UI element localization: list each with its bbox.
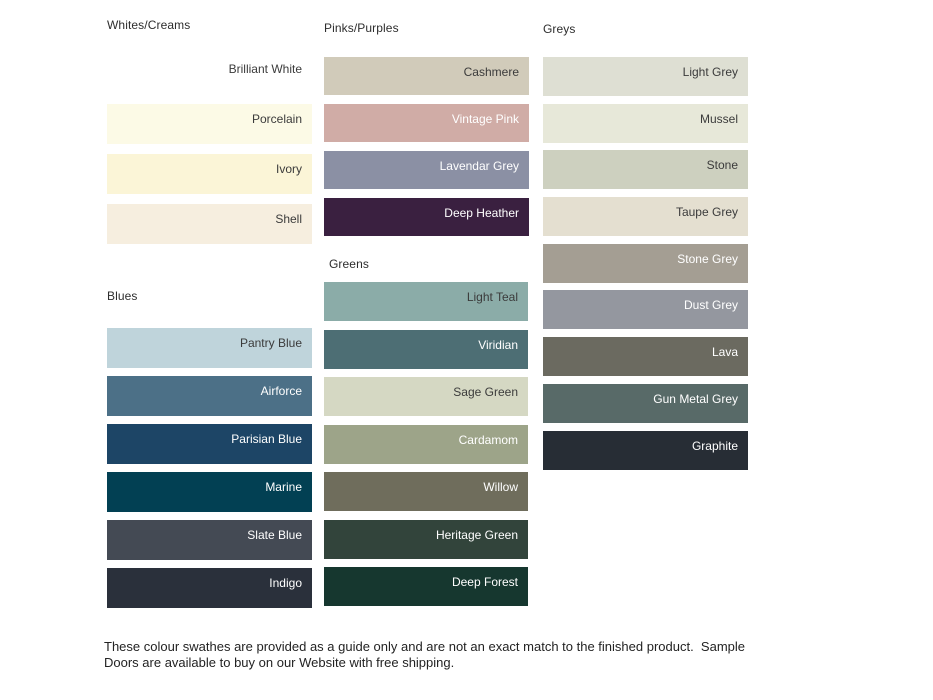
- disclaimer-line-1: These colour swathes are provided as a g…: [104, 639, 745, 654]
- swatch-group-greens: Light Teal Viridian Sage Green Cardamom Will…: [324, 282, 528, 615]
- swatch-pantry-blue: Pantry Blue: [107, 328, 312, 368]
- swatch-label: Indigo: [269, 576, 302, 590]
- group-title-blues: Blues: [107, 289, 138, 303]
- swatch-group-pinks-purples: Cashmere Vintage Pink Lavendar Grey Deep He…: [324, 57, 529, 245]
- swatch-group-whites-creams: Brilliant White Porcelain Ivory Shell: [107, 54, 312, 254]
- swatch-label: Deep Forest: [451, 575, 518, 589]
- swatch-label: Porcelain: [251, 112, 302, 126]
- swatch-slate-blue: Slate Blue: [107, 520, 312, 560]
- swatch-parisian-blue: Parisian Blue: [107, 424, 312, 464]
- swatch-label: Stone: [706, 158, 738, 173]
- swatch-label: Cardamom: [458, 432, 518, 447]
- swatch-taupe-grey: Taupe Grey: [543, 197, 748, 237]
- swatch-label: Vintage Pink: [451, 112, 519, 126]
- swatch-label: Taupe Grey: [675, 205, 738, 220]
- swatch-willow: Willow: [324, 472, 528, 511]
- swatch-deep-forest: Deep Forest: [324, 567, 528, 606]
- swatch-label: Pantry Blue: [239, 336, 302, 350]
- swatch-label: Deep Heather: [444, 206, 519, 220]
- swatch-vintage-pink: Vintage Pink: [324, 104, 529, 142]
- swatch-marine: Marine: [107, 472, 312, 512]
- swatch-label: Shell: [275, 212, 302, 226]
- swatch-label: Ivory: [275, 162, 302, 176]
- swatch-label: Heritage Green: [435, 527, 518, 542]
- group-title-whites-creams: Whites/Creams: [107, 18, 191, 32]
- swatch-label: Slate Blue: [247, 528, 302, 542]
- swatch-label: Willow: [483, 480, 518, 494]
- swatch-group-blues: Pantry Blue Airforce Parisian Blue Marine Sl…: [107, 328, 312, 616]
- swatch-light-grey: Light Grey: [543, 57, 748, 96]
- swatch-cardamom: Cardamom: [324, 424, 528, 464]
- swatch-stone: Stone: [543, 150, 748, 190]
- swatch-label: Dust Grey: [683, 298, 738, 313]
- swatch-lava: Lava: [543, 337, 748, 377]
- swatch-porcelain: Porcelain: [107, 104, 312, 144]
- swatch-label: Lavendar Grey: [439, 159, 519, 173]
- swatch-label: Brilliant White: [228, 62, 302, 76]
- swatch-label: Viridian: [478, 337, 518, 352]
- swatch-label: Stone Grey: [677, 251, 738, 266]
- swatch-viridian: Viridian: [324, 329, 528, 369]
- swatch-airforce: Airforce: [107, 376, 312, 416]
- swatch-label: Parisian Blue: [231, 432, 302, 446]
- swatch-label: Sage Green: [453, 385, 518, 399]
- swatch-gun-metal-grey: Gun Metal Grey: [543, 383, 748, 423]
- swatch-label: Graphite: [691, 438, 738, 453]
- swatch-group-greys: Light Grey Mussel Stone Taupe Grey Stone Gre…: [543, 57, 748, 477]
- swatch-ivory: Ivory: [107, 154, 312, 194]
- swatch-indigo: Indigo: [107, 568, 312, 608]
- group-title-greys: Greys: [543, 22, 576, 36]
- swatch-dust-grey: Dust Grey: [543, 290, 748, 330]
- swatch-stone-grey: Stone Grey: [543, 243, 748, 283]
- swatch-mussel: Mussel: [543, 103, 748, 143]
- swatch-deep-heather: Deep Heather: [324, 198, 529, 236]
- swatch-label: Lava: [711, 345, 738, 360]
- group-title-greens: Greens: [329, 257, 369, 271]
- group-title-pinks-purples: Pinks/Purples: [324, 21, 399, 35]
- disclaimer-line-2: Doors are available to buy on our Websit…: [104, 654, 455, 670]
- swatch-cashmere: Cashmere: [324, 57, 529, 95]
- swatch-label: Marine: [265, 480, 302, 494]
- swatch-label: Cashmere: [463, 65, 519, 79]
- swatch-label: Mussel: [699, 111, 738, 126]
- swatch-brilliant-white: Brilliant White: [107, 54, 312, 94]
- swatch-label: Light Teal: [466, 290, 518, 304]
- swatch-light-teal: Light Teal: [324, 282, 528, 321]
- swatch-sage-green: Sage Green: [324, 377, 528, 416]
- swatch-label: Light Grey: [682, 65, 738, 79]
- swatch-graphite: Graphite: [543, 430, 748, 470]
- swatch-heritage-green: Heritage Green: [324, 519, 528, 559]
- swatch-lavendar-grey: Lavendar Grey: [324, 151, 529, 189]
- swatch-label: Airforce: [260, 384, 302, 398]
- swatch-shell: Shell: [107, 204, 312, 244]
- disclaimer-text: These colour swathes are provided as a g…: [104, 639, 745, 670]
- swatch-label: Gun Metal Grey: [653, 391, 738, 406]
